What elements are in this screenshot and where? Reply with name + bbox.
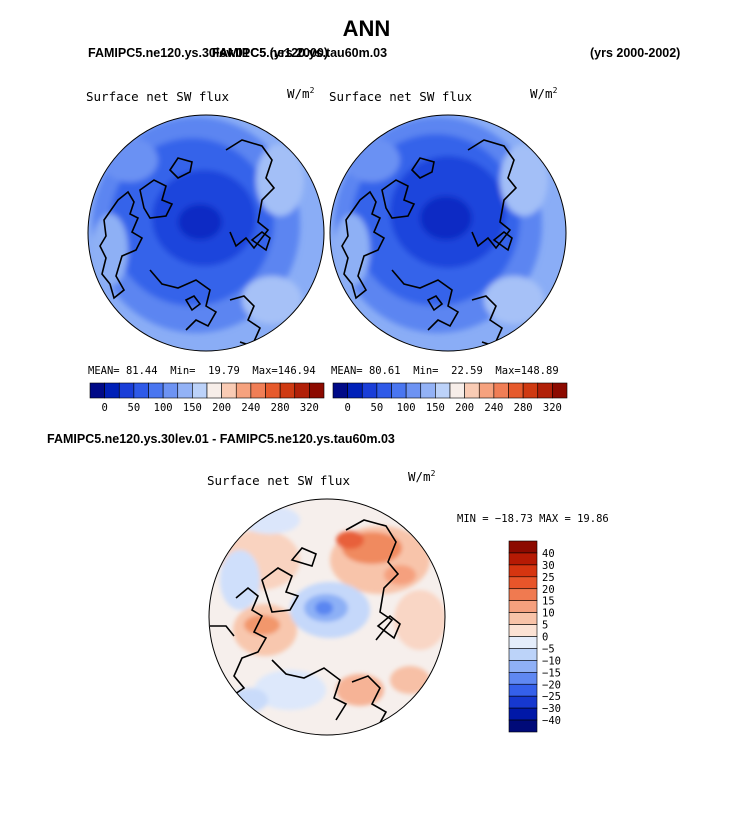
panel1-colorbar-tick-label: 0: [101, 402, 107, 414]
panel3-colorbar-tick-label: −40: [542, 715, 561, 727]
panel1-colorbar-box-15: [309, 382, 325, 399]
panel3-colorbar-tick-label: −5: [542, 643, 555, 655]
panel3-colorbar-tick-label: 15: [542, 596, 555, 608]
panel3-colorbar-box-3: [508, 576, 538, 590]
panel3-colorbar-box-1: [508, 552, 538, 566]
panel1-patch-b: [242, 276, 302, 324]
panel1-colorbar-tick-label: 320: [300, 402, 319, 414]
panel3-colorbar-tick-label: −15: [542, 667, 561, 679]
panel2-colorbar: 0 50 100 150 200 240 280 320: [332, 382, 568, 414]
figure-title: ANN: [342, 16, 391, 41]
panel1-colorbar-tick-label: 240: [241, 402, 260, 414]
panel1-colorbar-tick-label: 50: [128, 402, 141, 414]
panel3-colorbar-box-5: [508, 600, 538, 613]
panel3-colorbar-box-15: [508, 719, 538, 733]
panel2-colorbar-tick-label: 0: [344, 402, 350, 414]
panel3-colorbar-box-4: [508, 588, 538, 601]
panel3-range: MIN = −18.73 MAX = 19.86: [457, 513, 609, 525]
panel3-variable: Surface net SW flux: [207, 473, 350, 488]
panel3-colorbar-tick-label: 20: [542, 584, 555, 596]
panel3-colorbar-box-6: [508, 612, 538, 625]
panel2-colorbar-tick-label: 50: [371, 402, 384, 414]
panel3-colorbar-tick-label: 5: [542, 620, 548, 632]
panel3-colorbar-tick-label: 10: [542, 608, 555, 620]
panel1-colorbar-tick-label: 280: [271, 402, 290, 414]
panel1-coastlines: [99, 139, 276, 347]
panel1-colorbar-tick-label: 200: [212, 402, 231, 414]
panel2-stats: MEAN= 80.61 Min= 22.59 Max=148.89: [331, 365, 559, 377]
years-label: (yrs 2000-2002): [590, 46, 681, 60]
panel2-level-min: [420, 196, 472, 240]
panel2-colorbar-box-15: [552, 382, 568, 399]
panel2-variable: Surface net SW flux: [329, 89, 472, 104]
panel3-colorbar-box-11: [508, 672, 538, 685]
panel3-units: W/m2: [408, 469, 436, 485]
panel3-colorbar-box-13: [508, 695, 538, 709]
panel1-colorbar-tick-label: 100: [154, 402, 173, 414]
panel3-colorbar-box-7: [508, 624, 538, 637]
panel1-units: W/m2: [287, 86, 315, 102]
panel3-coastlines: [210, 519, 401, 731]
panel1-colorbar-tick-label: 150: [183, 402, 202, 414]
panel3-colorbar-tick-label: −30: [542, 703, 561, 715]
panel2-patch-c: [500, 144, 548, 216]
case-name-left: FAMIPC5.ne120.ys.30lev.01: [88, 46, 250, 60]
panel2-colorbar-tick-label: 100: [397, 402, 416, 414]
panel2-units: W/m2: [530, 86, 558, 102]
panel3-colorbar-tick-label: −10: [542, 655, 561, 667]
panel3-colorbar-tick-label: 30: [542, 560, 555, 572]
panel1-patch-c: [256, 144, 304, 216]
panel3-colorbar-box-9: [508, 648, 538, 661]
panel3-colorbar-box-8: [508, 636, 538, 649]
panel1-variable: Surface net SW flux: [86, 89, 229, 104]
panel1-colorbar: 0 50 100 150 200 240 280 320: [89, 382, 325, 414]
panel3-colorbar-tick-label: −20: [542, 679, 561, 691]
panel1-stats: MEAN= 81.44 Min= 19.79 Max=146.94: [88, 365, 316, 377]
panel3-colorbar-box-14: [508, 707, 538, 721]
panel3-colorbar-box-2: [508, 564, 538, 578]
panel3-colorbar-tick-label: −25: [542, 691, 561, 703]
panel3-colorbar-box-0: [508, 540, 538, 554]
panel3-colorbar-tick-label: 40: [542, 548, 555, 560]
panel2-colorbar-tick-label: 320: [543, 402, 562, 414]
panel2-colorbar-tick-label: 280: [514, 402, 533, 414]
panel3-colorbar-box-10: [508, 660, 538, 673]
case-name-right: FAMIPC5.ne120.ys.tau60m.03: [212, 46, 388, 60]
panel3-colorbar-tick-label: 0: [542, 632, 548, 644]
panel2-colorbar-tick-label: 150: [426, 402, 445, 414]
panel2-colorbar-tick-label: 240: [484, 402, 503, 414]
panel2-coastlines: [341, 139, 518, 347]
panel1-level-min: [178, 204, 222, 240]
panel3-colorbar-tick-label: 25: [542, 572, 555, 584]
panel2-colorbar-tick-label: 200: [455, 402, 474, 414]
panel2-patch-b: [484, 276, 544, 324]
panel3-colorbar-box-12: [508, 683, 538, 697]
case-name-mid: FAMIPC5 (yrs 2000): [212, 46, 329, 60]
diff-title: FAMIPC5.ne120.ys.30lev.01 - FAMIPC5.ne12…: [47, 432, 395, 446]
